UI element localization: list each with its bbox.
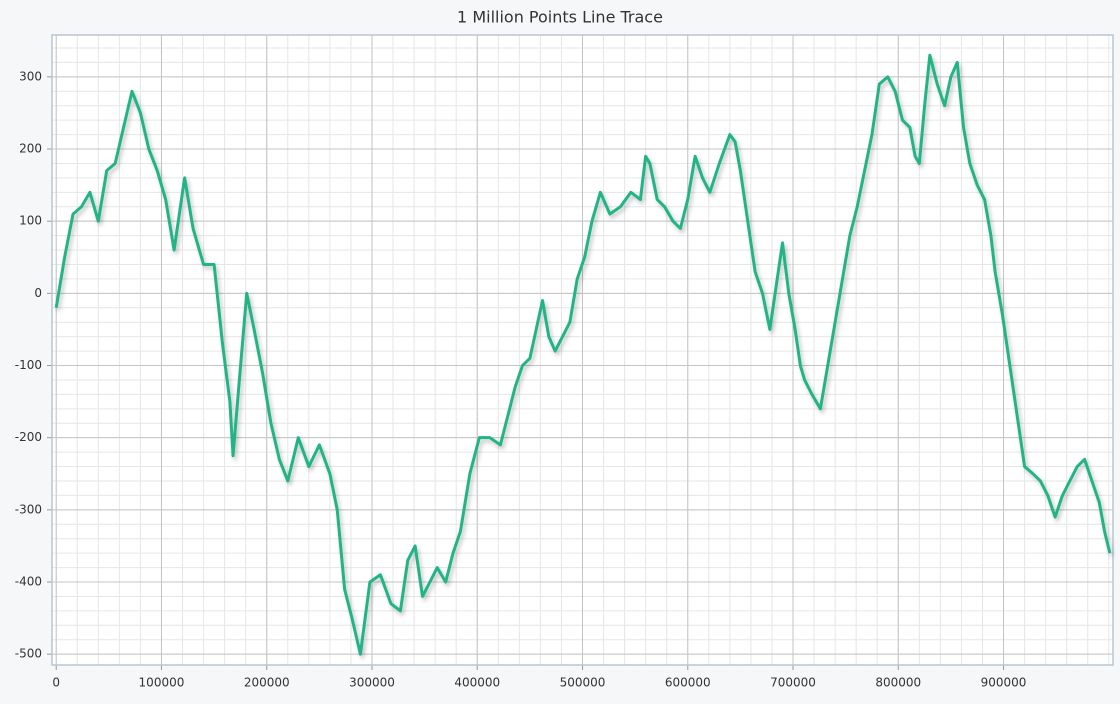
y-tick-label: 200 xyxy=(19,142,42,156)
x-tick-label: 300000 xyxy=(349,676,395,690)
x-tick-label: 800000 xyxy=(875,676,921,690)
y-tick-label: -200 xyxy=(15,430,42,444)
chart-title: 1 Million Points Line Trace xyxy=(457,8,663,27)
x-tick-label: 400000 xyxy=(454,676,500,690)
plot-border xyxy=(51,34,1114,666)
y-tick-label: -500 xyxy=(15,647,42,661)
x-tick-label: 200000 xyxy=(244,676,290,690)
y-tick-label: -100 xyxy=(15,358,42,372)
x-tick-label: 900000 xyxy=(981,676,1027,690)
y-tick-label: -400 xyxy=(15,575,42,589)
x-tick-label: 0 xyxy=(52,676,60,690)
y-tick-label: -300 xyxy=(15,502,42,516)
data-line xyxy=(54,53,1112,656)
y-tick-label: 0 xyxy=(34,286,42,300)
y-tick-label: 300 xyxy=(19,69,42,83)
x-tick-label: 100000 xyxy=(139,676,185,690)
x-tick-label: 500000 xyxy=(560,676,606,690)
x-tick-label: 600000 xyxy=(665,676,711,690)
y-tick-label: 100 xyxy=(19,214,42,228)
x-tick-label: 700000 xyxy=(770,676,816,690)
